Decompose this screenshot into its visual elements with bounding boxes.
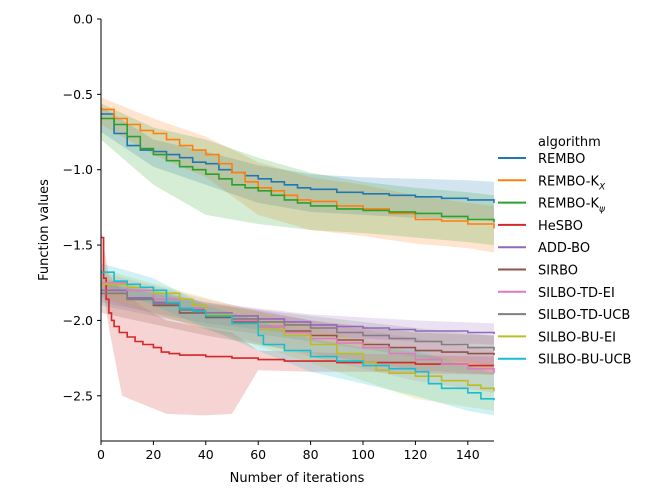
legend-label-main: SILBO-TD-UCB [538, 308, 630, 323]
x-tick-label: 100 [351, 447, 375, 462]
y-tick-label: 0.0 [73, 12, 93, 27]
legend-label-main: SIRBO [538, 264, 578, 279]
legend-label-main: SILBO-BU-EI [538, 330, 616, 345]
band-sirbo [101, 278, 494, 375]
line-rembo-k_x [101, 108, 495, 229]
line-silbo-bu-ucb [101, 271, 495, 401]
y-axis-label: Function values [37, 179, 52, 281]
legend-label: HeSBO [538, 219, 583, 234]
x-tick-label: 140 [456, 447, 480, 462]
x-ticks: 0 20 40 60 80 100 120 140 [97, 441, 480, 462]
legend-label-main: REMBO-K [538, 197, 599, 212]
x-tick-label: 0 [97, 447, 105, 462]
legend-label: SILBO-TD-UCB [538, 308, 630, 323]
line-hesbo [101, 236, 494, 367]
legend-label: SILBO-BU-UCB [538, 353, 631, 368]
x-tick-label: 20 [145, 447, 161, 462]
legend-label: REMBO-KX [538, 174, 606, 192]
legend-label-main: REMBO-K [538, 174, 599, 189]
legend-label-main: REMBO [538, 152, 585, 167]
legend-label-main: ADD-BO [538, 241, 590, 256]
band-add-bo [101, 281, 494, 345]
x-tick-label: 80 [303, 447, 319, 462]
legend-label-subscript: ψ [599, 205, 606, 215]
band-rembo-k_psi [101, 103, 494, 246]
legend-label: SIRBO [538, 264, 578, 279]
line-silbo-bu-ei [101, 283, 495, 392]
legend-label-main: HeSBO [538, 219, 583, 234]
y-tick-label: −1.5 [63, 238, 93, 253]
legend-title: algorithm [538, 135, 601, 150]
series-lines [101, 108, 495, 401]
band-silbo-bu-ucb [101, 263, 494, 416]
confidence-bands [101, 97, 494, 416]
x-axis-label: Number of iterations [230, 471, 365, 486]
legend-label: SILBO-BU-EI [538, 330, 616, 345]
y-tick-label: −1.0 [63, 162, 93, 177]
y-tick-label: −2.5 [63, 388, 93, 403]
legend: REMBOREMBO-KXREMBO-KψHeSBOADD-BOSIRBOSIL… [498, 152, 631, 368]
y-tick-label: −2.0 [63, 313, 93, 328]
x-tick-label: 120 [403, 447, 427, 462]
legend-label: SILBO-TD-EI [538, 286, 615, 301]
band-rembo [101, 106, 494, 221]
x-tick-label: 40 [198, 447, 214, 462]
line-rembo-k_psi [101, 117, 495, 223]
legend-label: REMBO [538, 152, 585, 167]
legend-label-main: SILBO-TD-EI [538, 286, 615, 301]
legend-label-main: SILBO-BU-UCB [538, 353, 631, 368]
y-ticks: 0.0 −0.5 −1.0 −1.5 −2.0 −2.5 [63, 12, 101, 403]
legend-label-subscript: X [598, 182, 606, 192]
legend-label: ADD-BO [538, 241, 590, 256]
y-tick-label: −0.5 [63, 87, 93, 102]
x-tick-label: 60 [250, 447, 266, 462]
legend-label: REMBO-Kψ [538, 197, 606, 215]
